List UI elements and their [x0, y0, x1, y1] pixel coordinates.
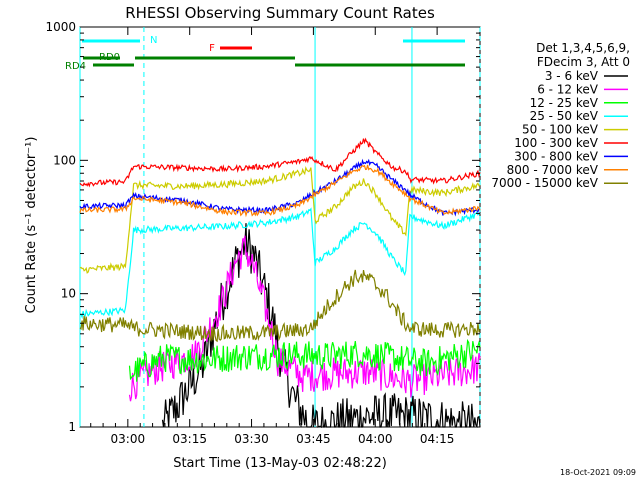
- series-line: [128, 338, 481, 382]
- axes-layer: 1 10 100 1000 03:00 03:15 03:30 03:45 04:00 04:15: [45, 20, 480, 446]
- series-5: [79, 137, 481, 188]
- legend-label: 50 - 100 keV: [522, 123, 599, 137]
- legend: Det 1,3,4,5,6,9, FDecim 3, Att 0 3 - 6 k…: [491, 41, 630, 190]
- series-3: [79, 207, 481, 320]
- series-6: [79, 158, 481, 217]
- flag-label-rd4: RD4: [65, 61, 86, 72]
- series-line: [79, 164, 481, 218]
- chart-title: RHESSI Observing Summary Count Rates: [125, 4, 435, 22]
- x-axis-label: Start Time (13-May-03 02:48:22): [173, 456, 387, 471]
- y-axis-label: Count Rate (s⁻¹ detector⁻¹): [24, 137, 39, 314]
- footer-timestamp: 18-Oct-2021 09:09: [560, 468, 636, 477]
- series-line: [79, 165, 481, 274]
- flag-label-f: F: [209, 43, 215, 54]
- series-line: [161, 223, 481, 429]
- series-0: [161, 223, 481, 429]
- flag-label-n: N: [150, 35, 157, 46]
- series-line: [79, 137, 481, 188]
- series-8: [79, 269, 481, 343]
- series-line: [79, 207, 481, 320]
- x-tick-label: 03:30: [234, 432, 269, 446]
- flag-label-rd0: RD0: [99, 52, 120, 63]
- x-tick-label: 04:15: [420, 432, 455, 446]
- y-tick-label: 1: [68, 420, 76, 434]
- x-tick-label: 03:45: [296, 432, 331, 446]
- series-7: [79, 164, 481, 218]
- series-4: [79, 165, 481, 274]
- x-tick-label: 04:00: [358, 432, 393, 446]
- legend-label: 300 - 800 keV: [514, 149, 598, 163]
- legend-header-line-1: Det 1,3,4,5,6,9,: [536, 41, 630, 55]
- legend-label: 6 - 12 keV: [537, 82, 599, 96]
- series-line: [79, 158, 481, 217]
- legend-label: 3 - 6 keV: [545, 69, 599, 83]
- series-2: [128, 338, 481, 382]
- x-tick-label: 03:15: [172, 432, 207, 446]
- legend-label: 100 - 300 keV: [514, 136, 598, 150]
- y-tick-label: 10: [61, 287, 76, 301]
- legend-header-line-2: FDecim 3, Att 0: [537, 55, 630, 69]
- y-tick-label: 100: [53, 153, 76, 167]
- x-tick-label: 03:00: [111, 432, 146, 446]
- flags-layer: N F RD0 RD4: [65, 35, 465, 72]
- series-layer: [79, 137, 481, 429]
- series-line: [79, 269, 481, 343]
- legend-label: 12 - 25 keV: [530, 96, 599, 110]
- legend-label: 25 - 50 keV: [530, 109, 599, 123]
- legend-label: 800 - 7000 keV: [507, 163, 599, 177]
- y-tick-label: 1000: [45, 20, 76, 34]
- legend-label: 7000 - 15000 keV: [491, 176, 598, 190]
